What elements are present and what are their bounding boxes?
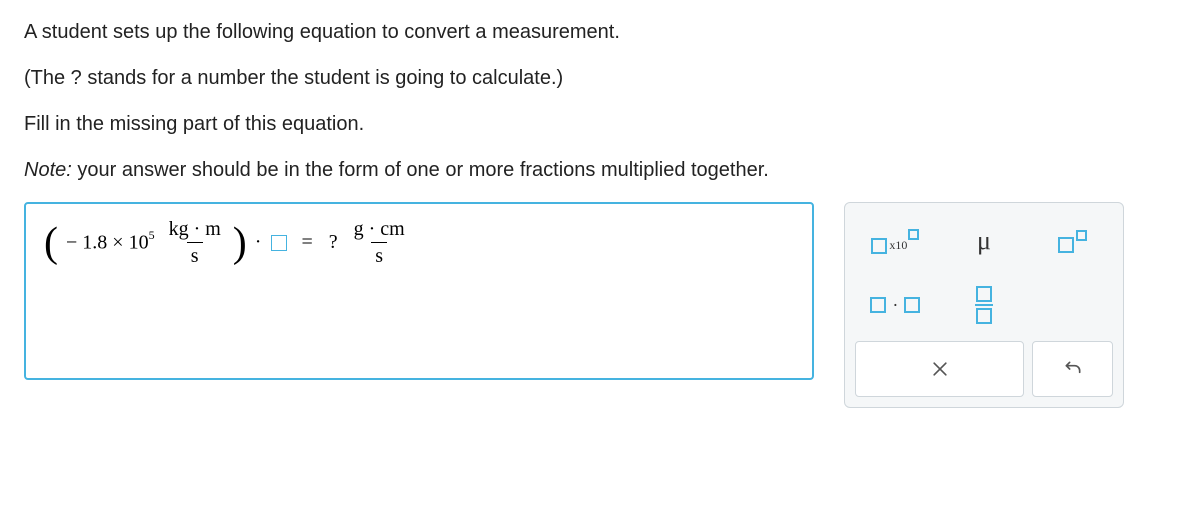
instruction-line-1: A student sets up the following equation… xyxy=(24,18,1176,46)
right-paren: ) xyxy=(233,222,247,264)
placeholder-square-icon xyxy=(976,286,992,302)
math-toolbox: x10 μ · xyxy=(844,202,1124,408)
undo-button[interactable] xyxy=(1032,341,1113,397)
placeholder-square-icon xyxy=(904,297,920,313)
base-ten: 10 xyxy=(129,232,149,254)
left-unit-den: s xyxy=(187,242,203,267)
coeff-value: 1.8 xyxy=(82,232,107,254)
coefficient: − 1.8 × 105 xyxy=(66,230,155,255)
instruction-line-3: Fill in the missing part of this equatio… xyxy=(24,110,1176,138)
tool-scientific-notation[interactable]: x10 xyxy=(855,213,936,269)
undo-icon xyxy=(1063,359,1083,379)
times-symbol: × xyxy=(112,232,123,254)
placeholder-square-icon xyxy=(870,297,886,313)
exponent: 5 xyxy=(149,228,155,242)
equals-sign: = xyxy=(301,231,312,254)
mu-symbol: μ xyxy=(977,226,991,256)
coeff-sign: − xyxy=(66,232,77,254)
clear-button[interactable] xyxy=(855,341,1024,397)
placeholder-square-icon xyxy=(871,238,887,254)
instruction-line-2: (The ? stands for a number the student i… xyxy=(24,64,1176,92)
multiply-dot: · xyxy=(255,231,262,254)
right-unit-den: s xyxy=(371,242,387,267)
tool-mu[interactable]: μ xyxy=(944,213,1025,269)
close-icon xyxy=(930,359,950,379)
right-unit-fraction: g · cm s xyxy=(352,218,407,267)
fraction-bar-icon xyxy=(975,304,993,306)
instructions-block: A student sets up the following equation… xyxy=(24,18,1176,184)
tool-fraction[interactable] xyxy=(944,277,1025,333)
tool-exponent[interactable] xyxy=(1032,213,1113,269)
left-unit-num: kg · m xyxy=(167,218,223,242)
note-prefix: Note: xyxy=(24,159,72,181)
dot-symbol: · xyxy=(892,295,898,316)
answer-input-area[interactable]: ( − 1.8 × 105 kg · m s ) · = ? g · cm s xyxy=(24,202,814,380)
left-paren: ( xyxy=(44,222,58,264)
x10-label: x10 xyxy=(889,238,907,253)
left-unit-fraction: kg · m s xyxy=(167,218,223,267)
equation: ( − 1.8 × 105 kg · m s ) · = ? g · cm s xyxy=(44,218,411,267)
toolbox-spacer xyxy=(1032,277,1113,333)
instruction-note: Note: your answer should be in the form … xyxy=(24,156,1176,184)
placeholder-square-small-icon xyxy=(1076,230,1087,241)
placeholder-square-icon xyxy=(976,308,992,324)
note-body: your answer should be in the form of one… xyxy=(72,159,769,181)
tool-dot-product[interactable]: · xyxy=(855,277,936,333)
answer-placeholder-box[interactable] xyxy=(271,235,287,251)
right-unit-num: g · cm xyxy=(352,218,407,242)
placeholder-square-small-icon xyxy=(908,229,919,240)
placeholder-square-icon xyxy=(1058,237,1074,253)
question-mark: ? xyxy=(329,231,338,254)
